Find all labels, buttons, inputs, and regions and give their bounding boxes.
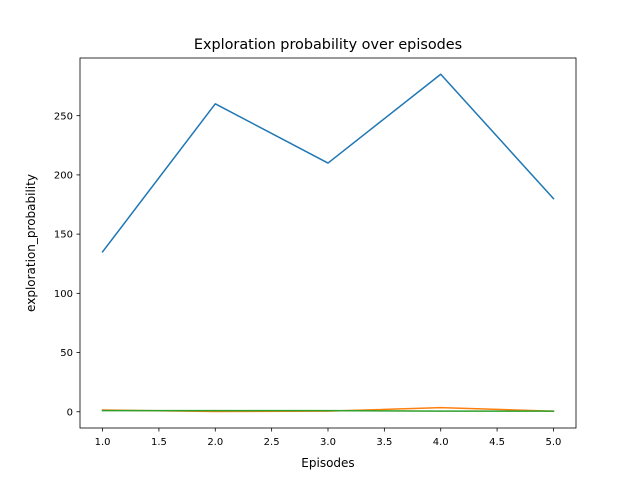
y-tick-label: 200 xyxy=(54,170,73,181)
x-axis-label: Episodes xyxy=(301,456,354,470)
y-tick-label: 150 xyxy=(54,230,73,241)
x-tick-label: 1.5 xyxy=(151,437,167,448)
series-line-3 xyxy=(101,409,555,412)
y-tick-label: 250 xyxy=(54,111,73,122)
x-axis: 1.0 1.5 2.0 2.5 3.0 3.5 4.0 4.5 5.0 xyxy=(95,428,562,448)
y-tick-label: 0 xyxy=(67,407,73,418)
x-tick-label: 3.0 xyxy=(320,437,336,448)
x-tick-label: 4.0 xyxy=(433,437,449,448)
x-tick-label: 2.0 xyxy=(207,437,223,448)
x-tick-label: 4.5 xyxy=(489,437,505,448)
series-layer xyxy=(101,73,555,413)
x-tick-label: 1.0 xyxy=(95,437,111,448)
y-axis: 0 50 100 150 200 250 xyxy=(54,111,80,418)
chart-title: Exploration probability over episodes xyxy=(194,37,462,53)
x-tick-label: 3.5 xyxy=(376,437,392,448)
y-tick-label: 50 xyxy=(60,348,73,359)
x-tick-label: 5.0 xyxy=(546,437,562,448)
series-line-1 xyxy=(101,73,555,253)
y-tick-label: 100 xyxy=(54,289,73,300)
x-tick-label: 2.5 xyxy=(264,437,280,448)
y-axis-label: exploration_probability xyxy=(24,174,38,312)
